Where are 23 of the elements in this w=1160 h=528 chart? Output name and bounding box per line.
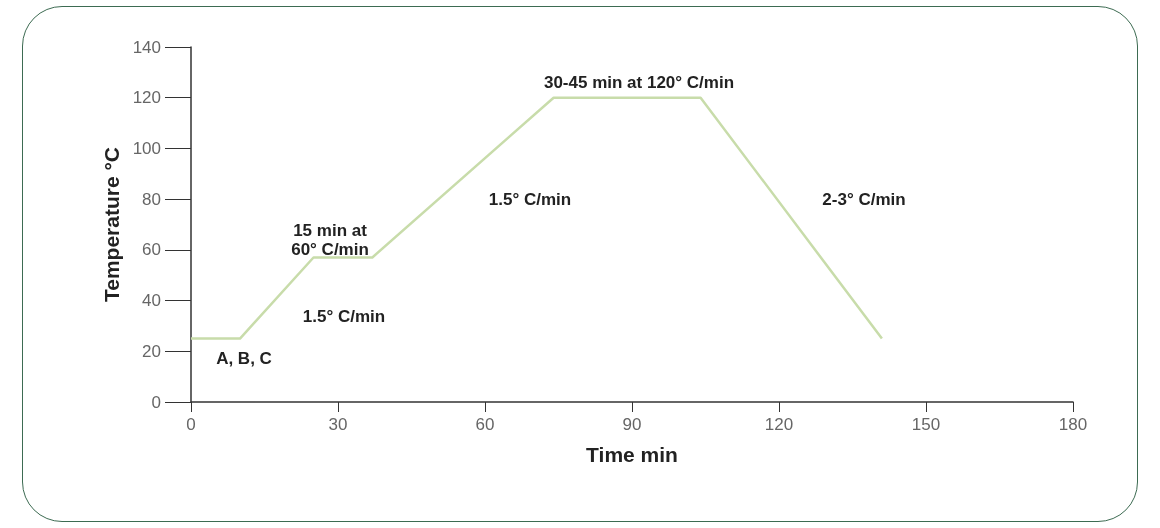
annotation: 1.5° C/min xyxy=(488,189,572,209)
y-tick-label: 120 xyxy=(132,88,161,108)
y-tick-label: 20 xyxy=(142,341,161,361)
x-tick-label: 120 xyxy=(764,415,794,434)
annotation: 30-45 min at 120° C/min xyxy=(543,72,735,92)
x-tick-label: 180 xyxy=(1058,415,1088,434)
x-tick-label: 90 xyxy=(622,415,642,434)
x-tick-label: 0 xyxy=(186,415,196,434)
y-tick-label: 80 xyxy=(142,189,161,209)
x-tick-label: 30 xyxy=(328,415,348,434)
y-tick-label: 0 xyxy=(151,392,161,412)
annotation: 1.5° C/min xyxy=(302,306,386,326)
annotation: 2-3° C/min xyxy=(822,189,906,209)
x-axis-title: Time min xyxy=(586,443,678,466)
x-tick-label: 60 xyxy=(475,415,495,434)
y-tick-label: 100 xyxy=(132,138,161,158)
x-tick-label: 150 xyxy=(911,415,941,434)
y-tick-label: 40 xyxy=(142,291,161,311)
y-tick-label: 140 xyxy=(132,37,161,57)
y-axis-title: Temperature °C xyxy=(99,146,123,303)
y-tick-label: 60 xyxy=(142,240,161,260)
annotation: 15 min at 60° C/min xyxy=(291,221,369,259)
annotation: A, B, C xyxy=(216,348,272,368)
